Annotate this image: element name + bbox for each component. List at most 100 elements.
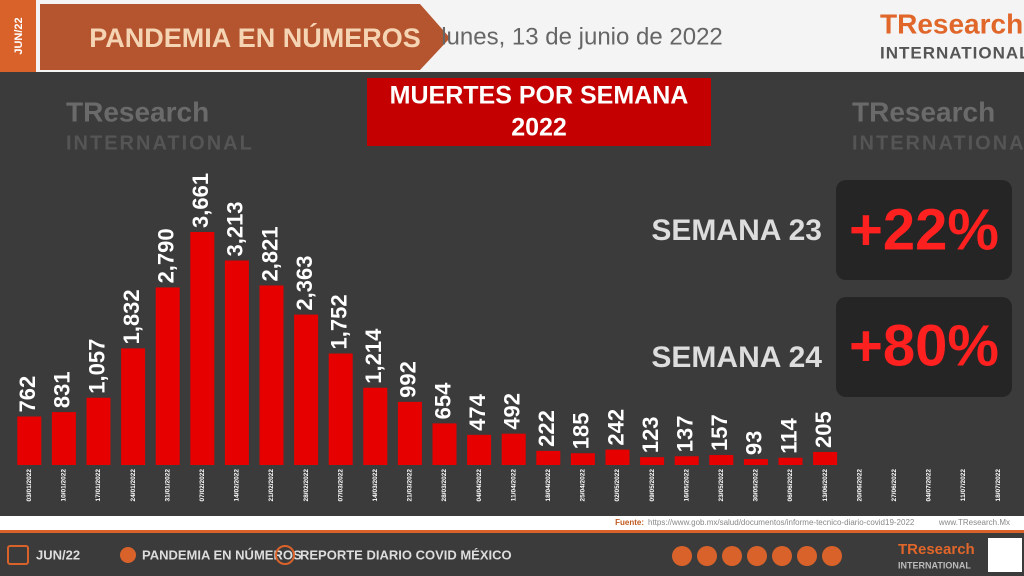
x-tick-label: 21/03/2022	[407, 469, 414, 502]
social-icon[interactable]	[697, 546, 717, 566]
bar	[501, 433, 526, 465]
x-tick-label: 02/05/2022	[614, 469, 621, 502]
footer-report: REPORTE DIARIO COVID MÉXICO	[300, 547, 512, 562]
value-label: 185	[569, 413, 594, 450]
x-tick-label: 24/01/2022	[130, 469, 137, 502]
value-label: 2,363	[292, 256, 317, 311]
social-icon[interactable]	[797, 546, 817, 566]
bar	[813, 451, 838, 465]
watermark-name: TResearch	[66, 96, 209, 127]
bar	[51, 412, 76, 465]
bar	[536, 450, 561, 465]
source-site: www.TResearch.Mx	[938, 518, 1010, 527]
stat-value: +80%	[849, 313, 999, 378]
x-tick-label: 30/05/2022	[753, 469, 760, 502]
social-icons	[672, 546, 842, 566]
x-tick-label: 07/03/2022	[337, 469, 344, 502]
watermark-sub: INTERNATIONAL	[852, 132, 1024, 154]
value-label: 762	[15, 376, 40, 413]
bar	[190, 232, 215, 465]
x-tick-label: 14/03/2022	[372, 469, 379, 502]
footer-section: PANDEMIA EN NÚMEROS	[142, 547, 302, 562]
value-label: 1,214	[361, 328, 386, 384]
social-icon[interactable]	[747, 546, 767, 566]
qr-code[interactable]	[988, 538, 1022, 572]
bar	[778, 457, 803, 465]
x-tick-label: 09/05/2022	[649, 469, 656, 502]
value-label: 654	[430, 382, 455, 419]
value-label: 205	[811, 411, 836, 448]
social-icon[interactable]	[672, 546, 692, 566]
social-icon[interactable]	[772, 546, 792, 566]
value-label: 114	[776, 417, 801, 453]
bar	[86, 397, 111, 465]
calendar-icon	[7, 545, 29, 565]
footer-line	[0, 530, 1024, 533]
x-tick-label: 07/02/2022	[199, 469, 206, 502]
bar	[121, 348, 146, 465]
logo-sub: INTERNATIONAL	[880, 43, 1024, 62]
stat-label: SEMANA 24	[651, 341, 822, 374]
x-tick-label: 18/04/2022	[545, 469, 552, 502]
map-icon	[120, 547, 136, 563]
stat-box	[836, 180, 1012, 280]
bar	[224, 260, 249, 465]
header-date: lunes, 13 de junio de 2022	[441, 23, 723, 50]
value-label: 157	[707, 414, 732, 451]
bar	[259, 285, 284, 465]
value-label: 1,057	[84, 339, 109, 394]
bar	[432, 423, 457, 465]
footer-badge: JUN/22	[36, 547, 80, 562]
footer-logo-name: TResearch	[898, 541, 975, 558]
watermark-sub: INTERNATIONAL	[66, 132, 254, 154]
x-tick-label: 14/02/2022	[234, 469, 241, 502]
bar	[605, 449, 630, 465]
value-label: 1,752	[327, 294, 352, 349]
value-label: 831	[50, 371, 75, 408]
source-label: Fuente:	[615, 518, 644, 527]
bar	[640, 457, 665, 465]
social-icon[interactable]	[722, 546, 742, 566]
x-tick-label: 13/06/2022	[822, 469, 829, 502]
bar	[363, 387, 388, 465]
x-tick-label: 20/06/2022	[856, 469, 863, 502]
report-icon	[275, 545, 295, 565]
value-label: 137	[673, 416, 698, 453]
x-tick-label: 11/04/2022	[510, 469, 517, 502]
x-tick-label: 17/01/2022	[95, 469, 102, 502]
chart-subtitle: 2022	[511, 114, 567, 142]
bar	[294, 314, 319, 465]
value-label: 1,832	[119, 289, 144, 344]
stat-label: SEMANA 23	[651, 214, 822, 247]
x-tick-label: 28/03/2022	[441, 469, 448, 502]
value-label: 3,213	[223, 201, 248, 256]
value-label: 242	[603, 409, 628, 446]
chart-title: MUERTES POR SEMANA	[390, 82, 689, 110]
stat-box	[836, 297, 1012, 397]
source-url: https://www.gob.mx/salud/documentos/info…	[648, 518, 915, 527]
value-label: 3,661	[188, 173, 213, 228]
x-tick-label: 21/02/2022	[268, 469, 275, 502]
logo-name: TResearch	[880, 8, 1023, 39]
x-tick-label: 31/01/2022	[164, 469, 171, 502]
value-label: 93	[742, 431, 767, 455]
x-tick-label: 06/06/2022	[787, 469, 794, 502]
x-tick-label: 10/01/2022	[61, 469, 68, 502]
value-label: 123	[638, 416, 663, 453]
value-label: 2,821	[257, 226, 282, 281]
social-icon[interactable]	[822, 546, 842, 566]
header-title: PANDEMIA EN NÚMEROS	[89, 22, 421, 53]
bar	[467, 434, 492, 465]
header-banner	[40, 4, 450, 70]
bar	[570, 453, 595, 465]
header-badge-bg	[0, 0, 36, 72]
watermark-name: TResearch	[852, 96, 995, 127]
plot: 03/01/2022 762 10/01/2022 831 17/01/2022 1,05…	[15, 173, 1002, 502]
bar	[674, 456, 699, 465]
value-label: 992	[396, 361, 421, 398]
x-tick-label: 11/07/2022	[960, 469, 967, 502]
x-tick-label: 04/07/2022	[926, 469, 933, 502]
bar	[17, 416, 42, 465]
